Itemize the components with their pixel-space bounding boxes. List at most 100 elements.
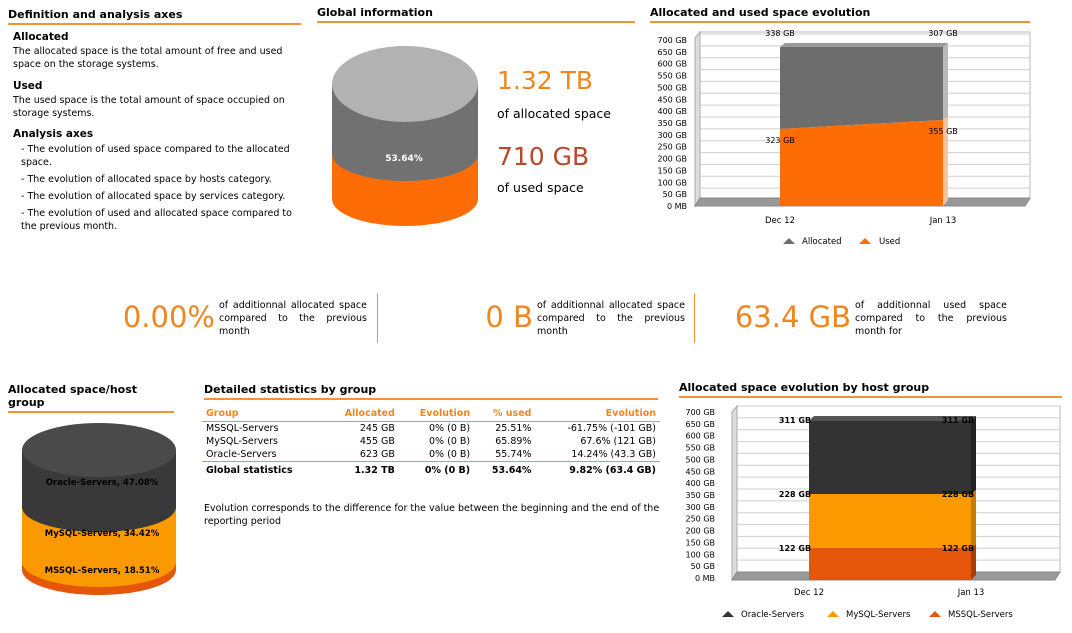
segment-mssql-label: MSSQL-Servers, 18.51% bbox=[45, 566, 160, 576]
y-tick-label: 250 GB bbox=[686, 515, 716, 524]
label-mssql-end: 122 GB bbox=[942, 544, 974, 553]
label-alloc-start: 338 GB bbox=[765, 29, 795, 38]
legend-allocated-label: Allocated bbox=[802, 237, 842, 247]
label-oracle-start: 311 GB bbox=[779, 416, 811, 425]
y-tick-label: 300 GB bbox=[658, 131, 688, 140]
used-definition-line-1: The used space is the total amount of sp… bbox=[13, 95, 285, 106]
legend-allocated-icon bbox=[783, 238, 795, 244]
col-allocated: Allocated bbox=[323, 406, 399, 422]
mssql-area-side bbox=[971, 544, 976, 580]
allocated-label: of allocated space bbox=[497, 106, 611, 121]
global-cylinder: 53.64% bbox=[332, 46, 478, 226]
cell-used-evolution: 9.82% (63.4 GB) bbox=[535, 461, 660, 477]
label-oracle-end: 311 GB bbox=[942, 416, 974, 425]
cell-pct-used: 25.51% bbox=[495, 423, 532, 434]
allocated-definition: The allocated space is the total amount … bbox=[13, 45, 282, 71]
allocated-area-side bbox=[943, 43, 948, 120]
kpi-used-size-text: of additionnal used space compared to th… bbox=[855, 300, 1007, 337]
oracle-area bbox=[809, 421, 971, 494]
label-used-start: 323 GB bbox=[765, 136, 795, 145]
y-tick-label: 450 GB bbox=[658, 95, 688, 104]
analysis-axis-item: - The evolution of allocated space by se… bbox=[21, 190, 292, 203]
analysis-axis-item: - The evolution of used space compared t… bbox=[21, 143, 292, 169]
legend-mssql-label: MSSQL-Servers bbox=[948, 610, 1013, 620]
chart-left-wall bbox=[731, 404, 738, 582]
y-tick-label: 400 GB bbox=[658, 107, 688, 116]
cell-evolution: 0% (0 B) bbox=[398, 461, 475, 477]
cell-pct-used: 53.64% bbox=[474, 461, 536, 477]
cell-used-evolution: 14.24% (43.3 GB) bbox=[571, 449, 656, 460]
legend-oracle-label: Oracle-Servers bbox=[741, 610, 805, 620]
used-label: of used space bbox=[497, 180, 584, 195]
y-tick-label: 200 GB bbox=[686, 527, 716, 536]
cell-allocated: 1.32 TB bbox=[323, 461, 399, 477]
col-evolution: Evolution bbox=[398, 406, 475, 422]
stats-table: Group Allocated Evolution % used Evoluti… bbox=[202, 406, 660, 477]
cell-group: Oracle-Servers bbox=[206, 449, 277, 460]
allocated-heading: Allocated bbox=[13, 31, 69, 43]
legend-mysql-icon bbox=[827, 611, 839, 617]
col-pct-used: % used bbox=[474, 406, 536, 422]
cell-evolution: 0% (0 B) bbox=[429, 423, 471, 434]
table-total-row: Global statistics 1.32 TB 0% (0 B) 53.64… bbox=[202, 461, 660, 477]
legend-used-icon bbox=[859, 238, 871, 244]
allocated-area-top bbox=[780, 43, 948, 47]
y-tick-label: 700 GB bbox=[658, 36, 688, 45]
oracle-area-side bbox=[971, 416, 976, 494]
global-title: Global information bbox=[317, 6, 635, 23]
label-alloc-end: 307 GB bbox=[928, 29, 958, 38]
analysis-axis-item-line: - The evolution of used and allocated sp… bbox=[21, 208, 292, 219]
analysis-axis-item-line: space. bbox=[21, 157, 52, 168]
cell-group: Global statistics bbox=[202, 461, 324, 477]
analysis-axis-item-line: the previous month. bbox=[21, 221, 118, 232]
label-mysql-start: 228 GB bbox=[779, 490, 811, 499]
cell-evolution: 0% (0 B) bbox=[429, 436, 471, 447]
definition-title: Definition and analysis axes bbox=[8, 8, 301, 25]
stats-title: Detailed statistics by group bbox=[204, 383, 658, 400]
stats-note: Evolution corresponds to the difference … bbox=[204, 502, 659, 528]
evolution-y-axis: 700 GB 650 GB 600 GB 550 GB 500 GB 450 GB 400 … bbox=[658, 36, 688, 211]
used-heading: Used bbox=[13, 80, 43, 92]
y-tick-label: 600 GB bbox=[686, 432, 716, 441]
kpi-allocated-size-value: 0 B bbox=[485, 300, 533, 334]
y-tick-label: 700 GB bbox=[686, 408, 716, 417]
allocated-value: 1.32 TB bbox=[497, 66, 594, 95]
segment-oracle-top bbox=[22, 423, 176, 477]
allocated-definition-line-1: The allocated space is the total amount … bbox=[13, 46, 283, 57]
cylinder-top bbox=[332, 46, 478, 122]
y-tick-label: 150 GB bbox=[658, 166, 688, 175]
used-definition-line-2: storage systems. bbox=[13, 108, 95, 119]
stats-note-line-1: Evolution corresponds to the difference … bbox=[204, 503, 660, 514]
y-tick-label: 200 GB bbox=[658, 155, 688, 164]
hg-evolution-y-axis: 700 GB 650 GB 600 GB 550 GB 500 GB 450 GB 400 … bbox=[686, 408, 716, 583]
segment-mysql-label: MySQL-Servers, 34.42% bbox=[45, 529, 160, 539]
y-tick-label: 550 GB bbox=[658, 72, 688, 81]
chart-left-wall bbox=[694, 30, 701, 208]
y-tick-label: 500 GB bbox=[658, 83, 688, 92]
y-tick-label: 100 GB bbox=[686, 550, 716, 559]
evolution-chart: 700 GB 650 GB 600 GB 550 GB 500 GB 450 GB 400 … bbox=[658, 29, 1031, 247]
used-area-side bbox=[943, 117, 948, 206]
label-used-end: 355 GB bbox=[928, 127, 958, 136]
analysis-axes-list: - The evolution of used space compared t… bbox=[21, 143, 292, 233]
legend-oracle-icon bbox=[722, 611, 734, 617]
y-tick-label: 500 GB bbox=[686, 455, 716, 464]
col-group: Group bbox=[202, 406, 324, 422]
cell-used-evolution: 67.6% (121 GB) bbox=[580, 436, 656, 447]
y-tick-label: 400 GB bbox=[686, 479, 716, 488]
evolution-title: Allocated and used space evolution bbox=[650, 6, 1030, 23]
cell-evolution: 0% (0 B) bbox=[429, 449, 471, 460]
cell-pct-used: 55.74% bbox=[495, 449, 532, 460]
kpi-divider bbox=[694, 293, 695, 343]
y-tick-label: 0 MB bbox=[667, 202, 687, 211]
table-row: Oracle-Servers 623 GB 0% (0 B) 55.74% 14… bbox=[202, 448, 660, 462]
used-area bbox=[780, 120, 943, 206]
kpi-divider bbox=[377, 293, 378, 343]
cylinder-percentage: 53.64% bbox=[385, 154, 423, 164]
used-definition: The used space is the total amount of sp… bbox=[13, 94, 285, 120]
x-tick-dec12: Dec 12 bbox=[765, 216, 795, 226]
x-tick-dec12: Dec 12 bbox=[794, 588, 824, 598]
y-tick-label: 600 GB bbox=[658, 60, 688, 69]
y-tick-label: 0 MB bbox=[695, 574, 715, 583]
analysis-axis-item-line: - The evolution of used space compared t… bbox=[21, 144, 290, 155]
